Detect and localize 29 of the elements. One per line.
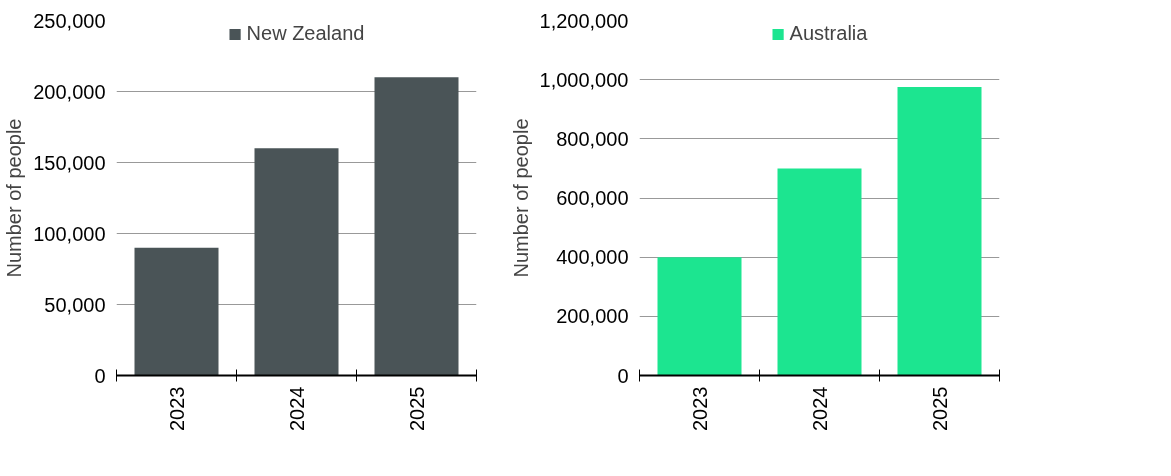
bar [374, 77, 459, 376]
y-tick-label: 100,000 [33, 222, 106, 245]
bar [897, 87, 982, 376]
y-tick-label: 1,200,000 [539, 9, 629, 32]
y-tick-label: 50,000 [44, 293, 106, 316]
y-tick-label: 800,000 [556, 127, 629, 150]
y-tick-label: 200,000 [556, 305, 629, 328]
bar [134, 247, 219, 376]
x-tick-label: 2024 [285, 386, 308, 431]
x-tick-label: 2025 [405, 386, 428, 431]
y-axis-title: Number of people [3, 118, 26, 278]
y-tick-label: 0 [94, 364, 106, 387]
y-tick-label: 250,000 [33, 9, 106, 32]
bar [254, 148, 339, 376]
bar [657, 257, 742, 376]
y-tick-label: 150,000 [33, 151, 106, 174]
y-tick-label: 1,000,000 [539, 68, 629, 91]
x-tick-label: 2025 [928, 386, 951, 431]
y-axis-title: Number of people [509, 118, 532, 278]
x-tick-label: 2023 [165, 386, 188, 431]
bar [777, 168, 862, 376]
legend-label: New Zealand [246, 22, 365, 45]
y-tick-label: 400,000 [556, 246, 629, 269]
y-tick-label: 600,000 [556, 187, 629, 209]
y-tick-label: 0 [617, 364, 629, 387]
legend-label: Australia [789, 22, 868, 45]
x-tick-label: 2024 [808, 386, 831, 431]
x-tick-label: 2023 [688, 386, 711, 431]
y-tick-label: 200,000 [33, 80, 106, 103]
